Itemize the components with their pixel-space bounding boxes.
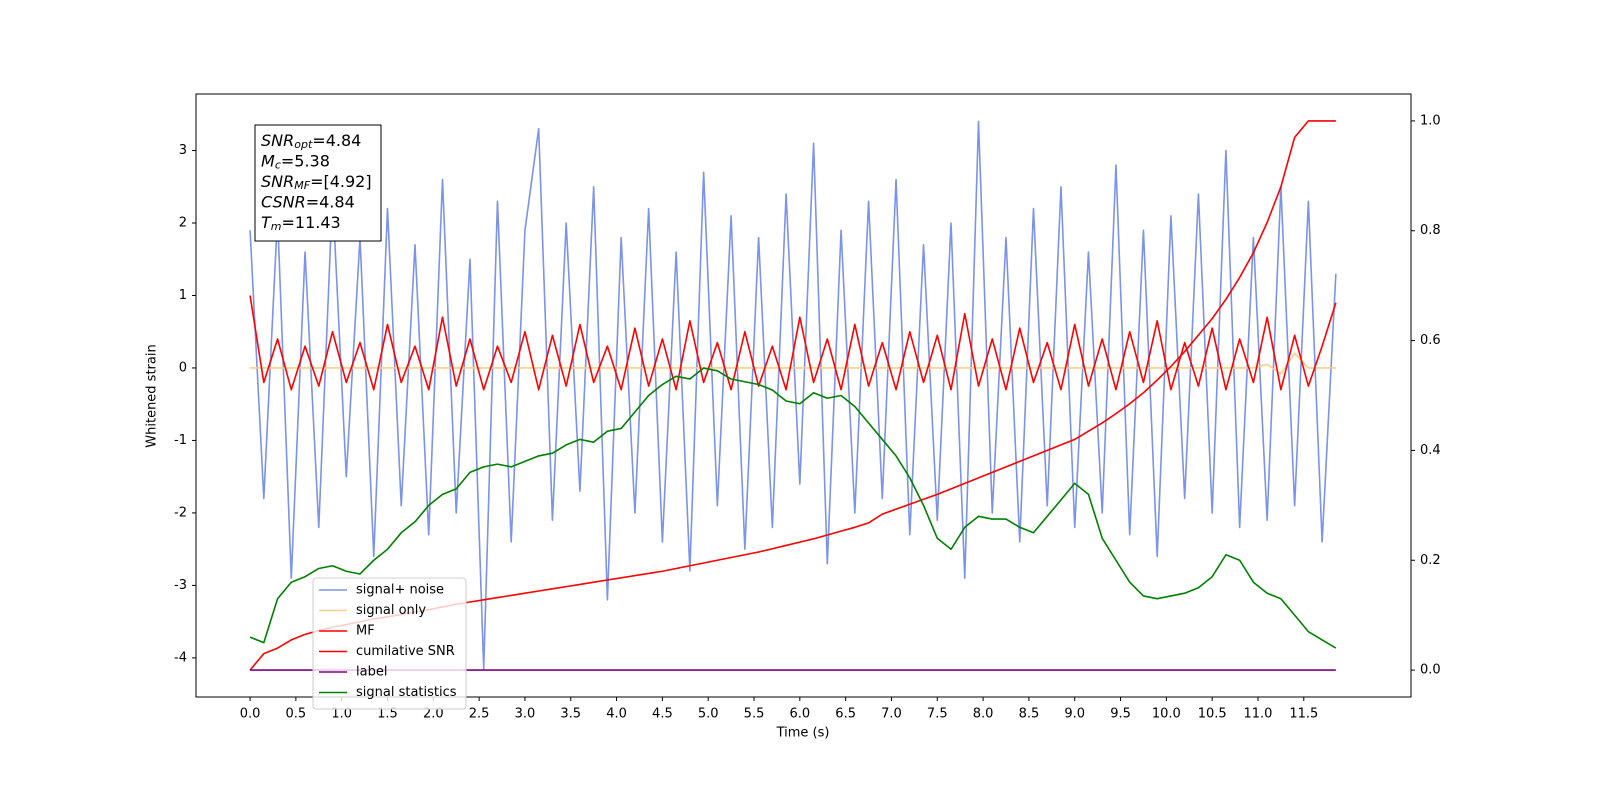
legend-label: label bbox=[356, 665, 387, 680]
annotation-subscript: c bbox=[275, 159, 281, 172]
x-tick-label: 6.0 bbox=[789, 707, 810, 722]
y2-tick-label: 0.2 bbox=[1420, 553, 1441, 568]
x-tick-label: 10.0 bbox=[1152, 707, 1181, 722]
annotation-line: SNRopt=4.84 bbox=[261, 131, 361, 152]
annotation-line: SNRMF=[4.92] bbox=[261, 172, 372, 193]
annotation-subscript: opt bbox=[294, 138, 313, 151]
y-tick-label: -4 bbox=[174, 650, 187, 665]
series-line bbox=[249, 367, 1337, 649]
y-tick-label: 3 bbox=[179, 143, 187, 158]
x-tick-label: 1.5 bbox=[377, 707, 398, 722]
x-tick-label: 7.0 bbox=[881, 707, 902, 722]
y-tick-label: -2 bbox=[174, 505, 187, 520]
legend-box bbox=[312, 577, 467, 710]
annotation-line: CSNR=4.84 bbox=[261, 192, 355, 211]
y2-tick-label: 0.8 bbox=[1420, 223, 1441, 238]
series-line bbox=[249, 120, 1337, 670]
x-tick-label: 4.5 bbox=[652, 707, 673, 722]
y2-tick-label: 0.4 bbox=[1420, 443, 1441, 458]
y2-tick-label: 1.0 bbox=[1420, 113, 1441, 128]
x-tick-label: 5.0 bbox=[698, 707, 719, 722]
annotation-line: Mc=5.38 bbox=[261, 151, 330, 172]
x-tick-label: 6.5 bbox=[835, 707, 856, 722]
legend-label: signal+ noise bbox=[356, 583, 444, 598]
y-tick-label: 2 bbox=[179, 216, 187, 231]
annotation-value: =4.84 bbox=[306, 192, 355, 211]
x-tick-label: 5.5 bbox=[744, 707, 765, 722]
axes-frame bbox=[195, 93, 1412, 698]
annotation-value: =4.84 bbox=[312, 131, 361, 150]
y2-tick-label: 0.0 bbox=[1420, 663, 1441, 678]
x-tick-label: 11.5 bbox=[1289, 707, 1318, 722]
annotation-symbol: SNR bbox=[261, 172, 294, 191]
x-tick-label: 0.5 bbox=[286, 707, 307, 722]
x-tick-label: 11.0 bbox=[1244, 707, 1273, 722]
y-tick-label: 0 bbox=[179, 360, 187, 375]
series-line bbox=[249, 295, 1337, 391]
y-axis-label: Whitened strain bbox=[145, 344, 160, 447]
x-tick-label: 1.0 bbox=[331, 707, 352, 722]
x-tick-label: 9.5 bbox=[1110, 707, 1131, 722]
annotation-subscript: MF bbox=[294, 179, 310, 192]
series-line bbox=[250, 352, 1336, 375]
annotation-symbol: T bbox=[261, 213, 272, 232]
annotation-symbol: CSNR bbox=[261, 192, 306, 211]
legend-label: cumilative SNR bbox=[356, 644, 455, 659]
x-axis-label: Time (s) bbox=[776, 726, 830, 741]
x-tick-label: 7.5 bbox=[927, 707, 948, 722]
x-tick-label: 9.0 bbox=[1064, 707, 1085, 722]
x-tick-label: 3.5 bbox=[560, 707, 581, 722]
annotation-symbol: M bbox=[261, 151, 275, 170]
y-tick-label: -1 bbox=[174, 433, 187, 448]
annotation-value: =[4.92] bbox=[310, 172, 372, 191]
x-tick-label: 2.0 bbox=[423, 707, 444, 722]
x-tick-label: 3.0 bbox=[515, 707, 536, 722]
x-tick-label: 2.5 bbox=[469, 707, 490, 722]
y2-tick-label: 0.6 bbox=[1420, 333, 1441, 348]
legend-label: signal only bbox=[356, 603, 426, 618]
x-tick-label: 0.0 bbox=[240, 707, 261, 722]
annotation-symbol: SNR bbox=[261, 131, 294, 150]
annotation-box bbox=[254, 124, 382, 242]
x-tick-label: 8.0 bbox=[973, 707, 994, 722]
x-tick-label: 10.5 bbox=[1198, 707, 1227, 722]
y-tick-label: 1 bbox=[179, 288, 187, 303]
x-tick-label: 8.5 bbox=[1019, 707, 1040, 722]
legend-label: signal statistics bbox=[356, 685, 457, 700]
annotation-value: =5.38 bbox=[281, 151, 330, 170]
annotation-subscript: m bbox=[271, 220, 282, 233]
x-tick-label: 4.0 bbox=[606, 707, 627, 722]
y-tick-label: -3 bbox=[174, 578, 187, 593]
annotation-value: =11.43 bbox=[282, 213, 341, 232]
annotation-line: Tm=11.43 bbox=[261, 213, 341, 234]
legend-label: MF bbox=[356, 624, 375, 639]
